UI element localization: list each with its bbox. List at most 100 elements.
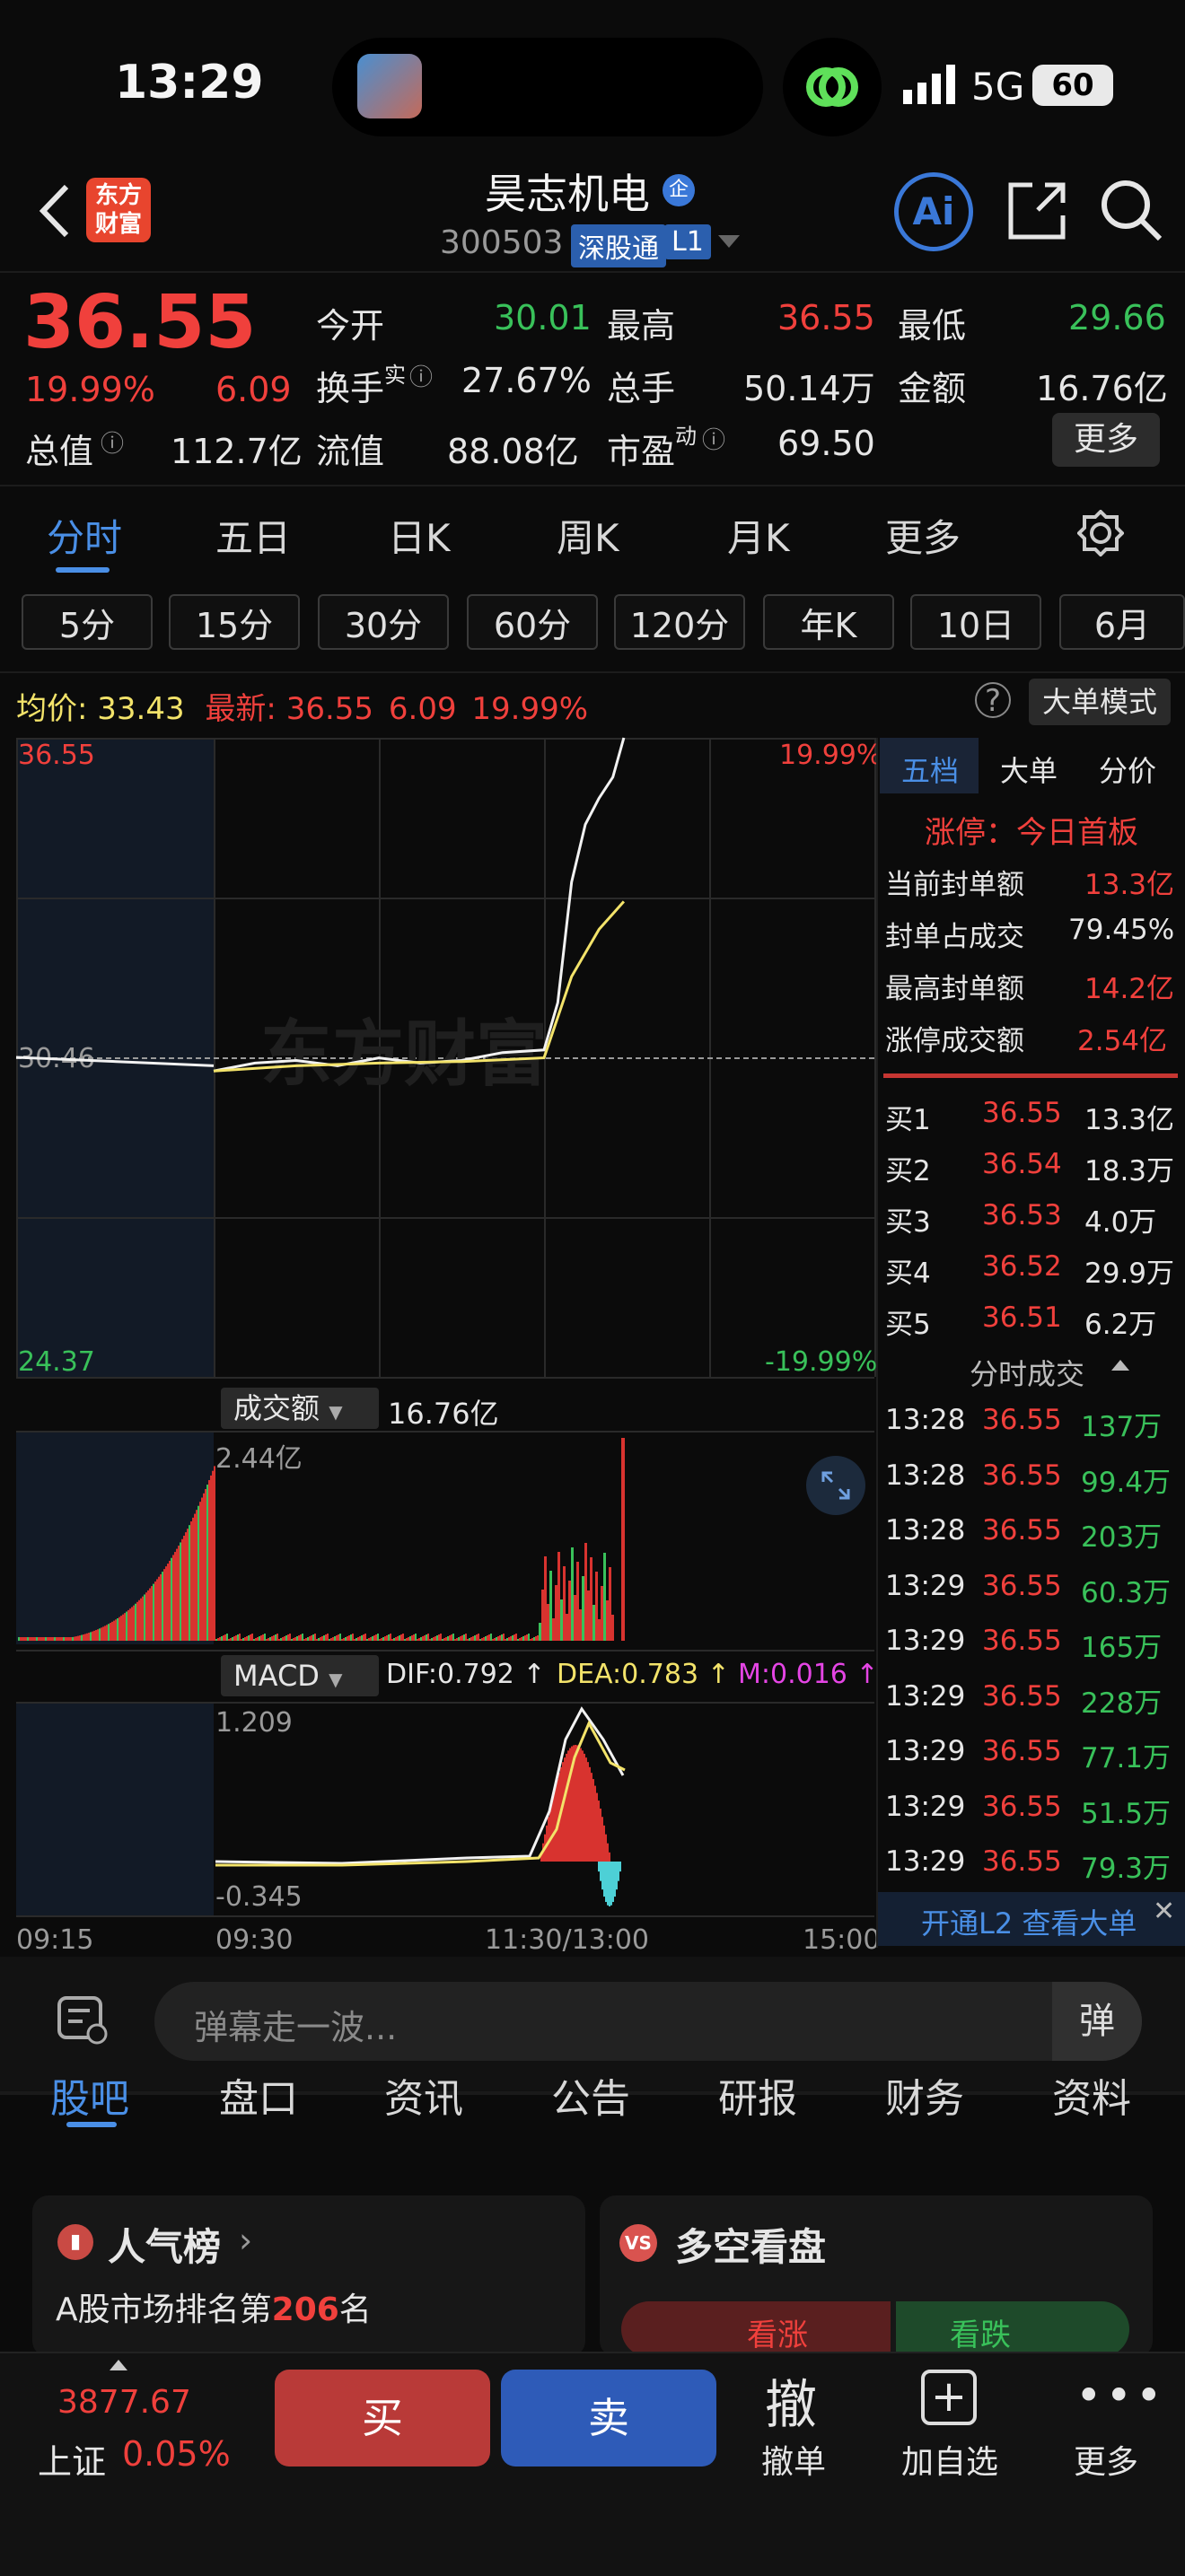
link-app-icon (783, 38, 882, 136)
volume-bar (402, 1634, 404, 1641)
volume-bar (153, 1583, 154, 1641)
big-order-mode-button[interactable]: 大单模式 (1029, 679, 1171, 725)
chip-5min[interactable]: 5分 (22, 594, 153, 650)
volume-bar (47, 1637, 48, 1641)
chevron-up-icon[interactable] (1111, 1357, 1129, 1374)
tab-announcement[interactable]: 公告 (551, 2076, 630, 2122)
chevron-up-icon[interactable] (110, 2357, 127, 2374)
share-icon[interactable] (1005, 180, 1068, 246)
close-icon[interactable]: ✕ (1153, 1896, 1176, 1927)
macd-bar (600, 1862, 601, 1881)
volume-bar (257, 1637, 259, 1641)
volume-bar (250, 1634, 251, 1641)
help-icon[interactable]: ? (975, 682, 1011, 718)
chip-year-k[interactable]: 年K (763, 594, 894, 650)
back-icon[interactable] (36, 180, 72, 246)
tab-intraday[interactable]: 分时 (47, 516, 123, 560)
sell-button[interactable]: 卖 (501, 2370, 716, 2466)
search-icon[interactable] (1099, 178, 1163, 246)
tab-profile[interactable]: 资料 (1052, 2076, 1131, 2122)
volume-bar (110, 1623, 111, 1641)
macd-bar (587, 1762, 589, 1862)
volume-bar (280, 1638, 282, 1641)
pe-info-icon[interactable]: ⓘ (702, 427, 726, 454)
ai-icon[interactable]: Ai (894, 172, 973, 251)
tab-research[interactable]: 研报 (718, 2076, 797, 2122)
high-value: 36.55 (777, 298, 875, 337)
volume-bar (579, 1609, 582, 1641)
right-tab-big-order[interactable]: 大单 (1000, 754, 1058, 788)
turnover-info-icon[interactable]: ⓘ (409, 364, 434, 391)
tab-five-day[interactable]: 五日 (215, 516, 292, 560)
network-label: 5G (971, 65, 1025, 109)
volume-bar (539, 1623, 541, 1641)
tab-news[interactable]: 资讯 (384, 2076, 463, 2122)
volume-bar (43, 1637, 45, 1641)
macd-bar (605, 1834, 607, 1862)
chip-60min[interactable]: 60分 (467, 594, 598, 650)
cancel-order-icon[interactable]: 撤 (765, 2374, 818, 2435)
bull-button[interactable]: 看涨 (621, 2301, 891, 2357)
comment-list-icon[interactable] (56, 1994, 110, 2048)
add-watchlist-icon[interactable]: + (921, 2370, 977, 2425)
volume-bar (156, 1579, 158, 1641)
signal-icon (903, 65, 957, 108)
more-dots-icon[interactable]: ••• (1075, 2370, 1166, 2422)
tab-more[interactable]: 更多 (885, 516, 961, 560)
chip-6month[interactable]: 6月 (1059, 594, 1185, 650)
volume-bar (574, 1595, 576, 1641)
index-pct[interactable]: 0.05% (122, 2434, 231, 2474)
tick-volume: 60.3万 (1081, 1576, 1172, 1609)
volume-bar (505, 1639, 506, 1641)
l2-banner[interactable]: 开通L2 查看大单 ✕ (878, 1892, 1185, 1946)
more-button[interactable]: 更多 (1052, 413, 1160, 467)
enterprise-badge-icon: 企 (663, 174, 695, 206)
tick-time: 13:29 (885, 1625, 966, 1657)
volume-bar (22, 1637, 23, 1641)
tab-handicap[interactable]: 盘口 (219, 2076, 298, 2122)
index-name[interactable]: 上证 (38, 2442, 107, 2482)
buy-button[interactable]: 买 (275, 2370, 490, 2466)
volume-bar (606, 1600, 609, 1641)
settings-icon[interactable] (1076, 509, 1125, 560)
barrage-icon[interactable]: 弹 (1052, 1982, 1142, 2061)
volume-bar (74, 1636, 75, 1641)
chevron-down-icon: ▼ (329, 1401, 343, 1423)
chip-15min[interactable]: 15分 (169, 594, 300, 650)
popularity-card[interactable]: ▮ 人气榜 › A股市场排名第206名 (32, 2195, 585, 2357)
expand-icon[interactable] (806, 1456, 865, 1515)
tab-daily-k[interactable]: 日K (388, 516, 451, 560)
add-watchlist-label[interactable]: 加自选 (901, 2444, 999, 2481)
macd-chart (215, 1706, 626, 1906)
volume-bar (382, 1637, 384, 1641)
volume-bar (239, 1634, 241, 1641)
volume-bar (483, 1637, 485, 1641)
tab-monthly-k[interactable]: 月K (727, 516, 790, 560)
more-label[interactable]: 更多 (1074, 2444, 1139, 2481)
macd-bar (575, 1745, 576, 1862)
volume-bar (18, 1637, 20, 1641)
tick-time: 13:29 (885, 1569, 966, 1602)
volume-selector[interactable]: 成交额 ▼ (221, 1388, 379, 1429)
chip-10day[interactable]: 10日 (910, 594, 1041, 650)
tab-forum[interactable]: 股吧 (50, 2076, 129, 2122)
volume-bar (442, 1639, 443, 1641)
right-tab-price[interactable]: 分价 (1099, 754, 1157, 788)
comment-input[interactable]: 弹幕走一波... 弹 (154, 1982, 1142, 2061)
macd-selector[interactable]: MACD ▼ (221, 1655, 379, 1696)
index-value[interactable]: 3877.67 (57, 2384, 191, 2421)
dropdown-icon[interactable] (718, 235, 740, 253)
chip-120min[interactable]: 120分 (614, 594, 745, 650)
cancel-order-label[interactable]: 撤单 (761, 2444, 827, 2481)
tick-price: 36.55 (982, 1404, 1062, 1436)
chip-30min[interactable]: 30分 (318, 594, 449, 650)
bear-button[interactable]: 看跌 (896, 2301, 1129, 2357)
right-tab-five-level[interactable]: 五档 (901, 754, 960, 788)
tab-weekly-k[interactable]: 周K (557, 516, 619, 560)
volume-bar (27, 1637, 29, 1641)
volume-bar (282, 1637, 284, 1641)
volume-bar (212, 1470, 214, 1641)
info-icon[interactable]: ⓘ (101, 431, 125, 458)
tab-finance[interactable]: 财务 (885, 2076, 964, 2122)
bull-bear-card[interactable]: VS 多空看盘 看涨 看跌 (600, 2195, 1153, 2357)
